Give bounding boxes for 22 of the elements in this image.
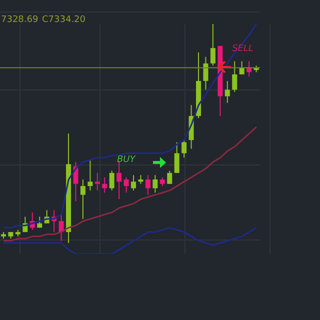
candlestick <box>80 178 86 220</box>
candlestick <box>232 60 238 92</box>
candlestick <box>224 80 230 104</box>
candlestick <box>174 142 180 174</box>
candlestick <box>203 56 208 90</box>
annotation: 7328.69 <box>1 15 38 25</box>
candlestick <box>145 174 150 196</box>
candlestick <box>131 174 136 191</box>
candlestick <box>116 161 122 200</box>
candlestick <box>102 176 108 194</box>
candlestick <box>88 159 93 191</box>
candlestick <box>109 170 114 191</box>
candlestick <box>152 174 158 194</box>
candlestick <box>58 214 64 242</box>
candlestick <box>167 170 172 184</box>
candlestick <box>182 140 187 158</box>
annotation: BUY <box>117 155 136 165</box>
candlestick <box>94 172 100 191</box>
candlestick <box>239 60 244 75</box>
annotation: C7334.20 <box>42 15 86 25</box>
candlestick <box>210 24 216 66</box>
candlestick <box>124 176 129 194</box>
